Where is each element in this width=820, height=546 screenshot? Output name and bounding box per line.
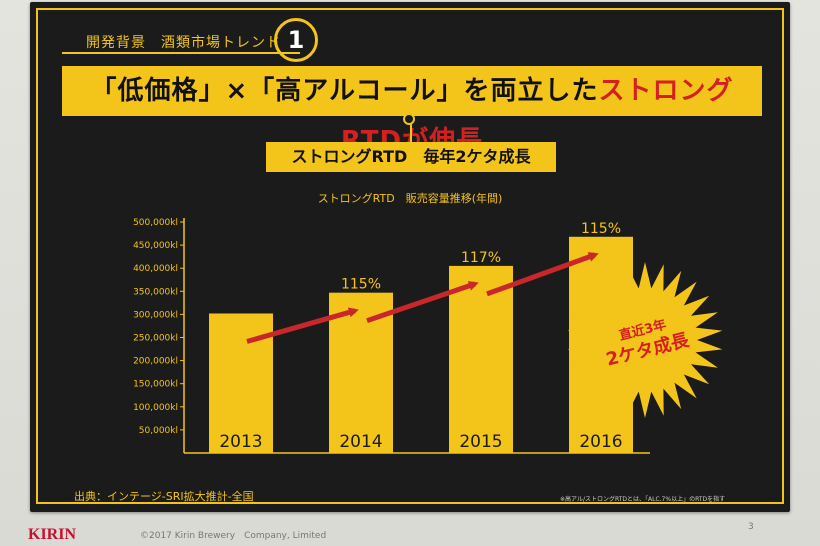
y-tick-label: 100,000kl	[133, 403, 178, 413]
burst-shape	[567, 262, 723, 418]
growth-arrow	[486, 252, 599, 297]
y-tick-label: 500,000kl	[133, 218, 178, 228]
x-category-label: 2014	[339, 432, 382, 452]
growth-label: 115%	[581, 221, 621, 237]
y-tick-label: 250,000kl	[133, 334, 178, 344]
headline-banner	[62, 66, 762, 116]
kirin-logo: KIRIN	[28, 526, 77, 543]
y-tick-label: 300,000kl	[133, 310, 178, 320]
subtitle-bar: ストロングRTD 毎年2ケタ成長	[266, 142, 556, 172]
source-text: 出典：インテージ-SRI拡大推計-全国	[74, 490, 254, 503]
connector-line	[410, 116, 412, 146]
growth-label: 117%	[461, 250, 501, 266]
page-number: 3	[748, 522, 754, 532]
growth-arrow	[366, 281, 479, 324]
chart-title: ストロングRTD 販売容量推移(年間)	[317, 192, 503, 205]
y-tick-label: 350,000kl	[133, 287, 178, 297]
x-category-label: 2016	[579, 432, 622, 452]
bar	[329, 292, 393, 453]
y-tick-label: 50,000kl	[139, 426, 178, 436]
connector-dot	[403, 113, 415, 125]
copyright: ©2017 Kirin Brewery Company, Limited	[140, 531, 327, 541]
section-label: 開発背景 酒類市場トレンド	[86, 35, 281, 51]
y-tick-label: 450,000kl	[133, 241, 178, 251]
x-category-label: 2013	[219, 432, 262, 452]
footnote: ※高アル/ストロングRTDとは、「ALC.7%以上」のRTDを指す	[560, 496, 726, 503]
headline-part1: 「低価格」×「高アルコール」を両立した	[90, 76, 599, 106]
bar	[449, 265, 513, 453]
growth-arrow	[246, 307, 359, 344]
header-divider	[62, 52, 300, 54]
x-category-label: 2015	[459, 432, 502, 452]
y-tick-label: 200,000kl	[133, 357, 178, 367]
growth-label: 115%	[341, 277, 381, 293]
y-tick-label: 400,000kl	[133, 264, 178, 274]
y-tick-label: 150,000kl	[133, 380, 178, 390]
section-number-badge: 1	[274, 18, 318, 62]
